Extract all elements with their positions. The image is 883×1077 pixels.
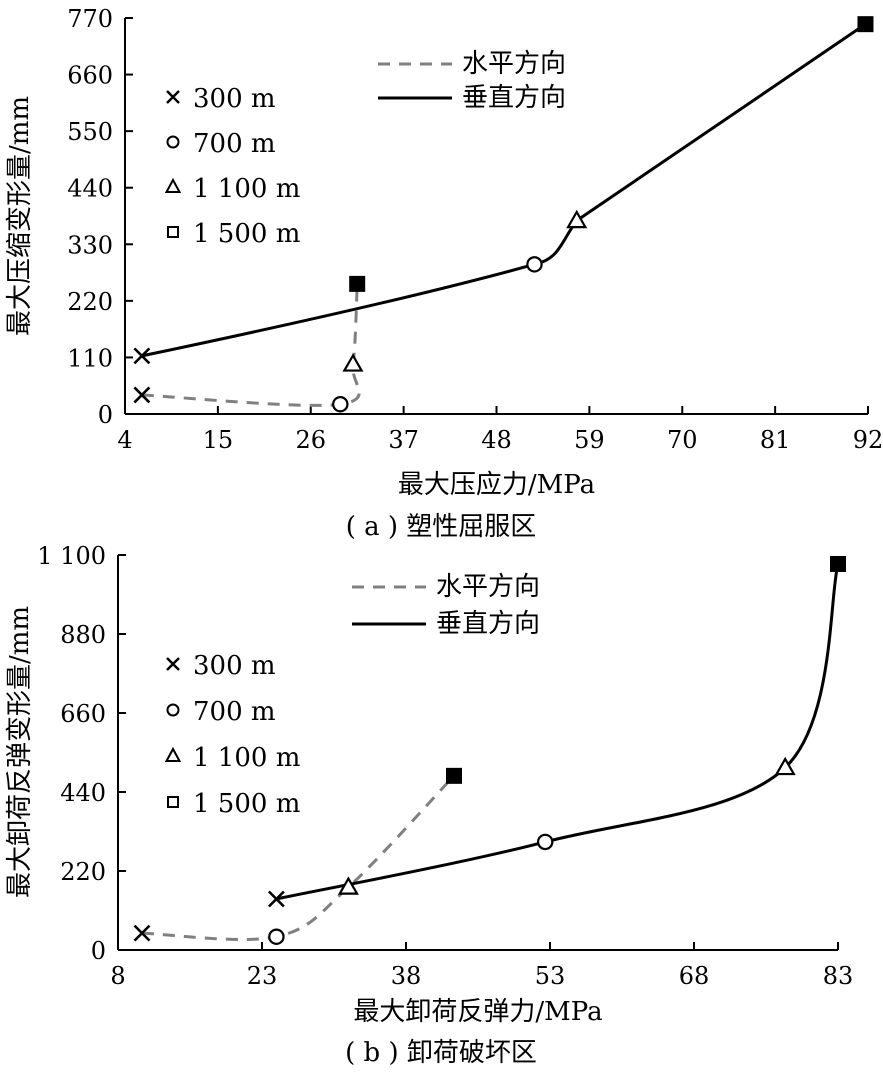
data-point-square [830,555,846,572]
series-line-vertical [141,22,867,358]
x-tick-label: 81 [760,426,791,454]
data-point-cross [133,386,151,404]
x-axis-title: 最大卸荷反弹力/MPa [353,997,602,1027]
chart-panel-2: 8 23 38 53 68 83 0 220 440 660 880 1 100 最大卸荷反弹力/MPa… [5,542,853,1068]
x-tick-label: 8 [110,962,125,990]
data-point-triangle [342,353,364,372]
chart-panel-1: 4 15 26 37 48 59 70 81 92 0 110 220 330 440 550 660 770 最… [5,5,883,542]
y-tick-label: 660 [60,700,106,728]
legend-marker-label: 300 m [193,84,276,114]
y-axis-title: 最大卸荷反弹变形量/mm [5,606,35,898]
data-point-square [857,16,874,33]
y-axis-title: 最大压缩变形量/mm [5,96,35,336]
legend-marker-triangle [164,746,182,762]
legend-marker-cross [166,657,180,671]
y-tick-label: 1 100 [37,542,106,570]
legend-marker-circle [166,703,180,717]
legend-series-label: 垂直方向 [436,609,540,639]
data-point-triangle [566,209,588,229]
y-tick-label: 220 [67,288,113,316]
x-tick-label: 38 [391,962,422,990]
data-point-square [446,767,462,784]
x-tick-label: 26 [295,426,326,454]
data-point-triangle [337,876,359,895]
legend-series-label: 水平方向 [436,572,540,602]
legend-marker-label: 700 m [193,697,276,727]
x-tick-label: 70 [667,426,698,454]
data-point-circle [332,396,349,413]
y-tick-label: 550 [67,118,113,146]
x-tick-label: 15 [203,426,234,454]
data-point-cross [267,890,285,908]
y-tick-label: 440 [60,779,106,807]
data-point-triangle [774,756,796,776]
y-tick-label: 0 [91,937,106,965]
y-tick-label: 770 [67,5,113,33]
data-point-square [349,275,366,292]
data-point-circle [526,256,543,273]
x-tick-label: 53 [535,962,566,990]
data-point-cross [133,924,151,942]
y-tick-label: 110 [67,344,113,372]
x-tick-label: 23 [247,962,278,990]
y-tick-label: 440 [67,175,113,203]
legend-marker-square [167,226,179,238]
legend-marker-circle [166,135,180,149]
series-line-vertical [276,563,840,901]
x-tick-label: 37 [388,426,419,454]
data-point-cross [133,347,151,365]
data-point-circle [536,833,554,851]
legend-marker-label: 300 m [193,651,276,681]
panel-caption: ( a ) 塑性屈服区 [346,512,537,542]
legend-marker-label: 1 100 m [193,743,300,773]
legend-marker-label: 1 500 m [193,219,300,249]
legend-marker-label: 1 100 m [193,174,300,204]
x-tick-label: 4 [117,426,132,454]
x-tick-label: 83 [823,962,854,990]
legend-marker-label: 700 m [193,129,276,159]
x-tick-label: 68 [679,962,710,990]
y-tick-label: 220 [60,858,106,886]
x-axis-title: 最大压应力/MPa [398,470,595,500]
legend-marker-square [167,796,179,808]
x-tick-label: 48 [481,426,512,454]
legend-marker-label: 1 500 m [193,789,300,819]
data-point-circle [268,928,285,945]
y-tick-label: 660 [67,62,113,90]
legend-series-label: 垂直方向 [462,83,566,113]
series-line-horizontal [141,283,361,407]
x-tick-label: 59 [574,426,605,454]
y-tick-label: 0 [98,401,113,429]
x-tick-label: 92 [853,426,883,454]
y-tick-label: 330 [67,231,113,259]
legend-marker-triangle [164,177,182,193]
panel-caption: ( b ) 卸荷破坏区 [345,1038,537,1068]
y-tick-label: 880 [60,621,106,649]
legend-series-label: 水平方向 [462,49,566,79]
legend-marker-cross [166,90,180,104]
